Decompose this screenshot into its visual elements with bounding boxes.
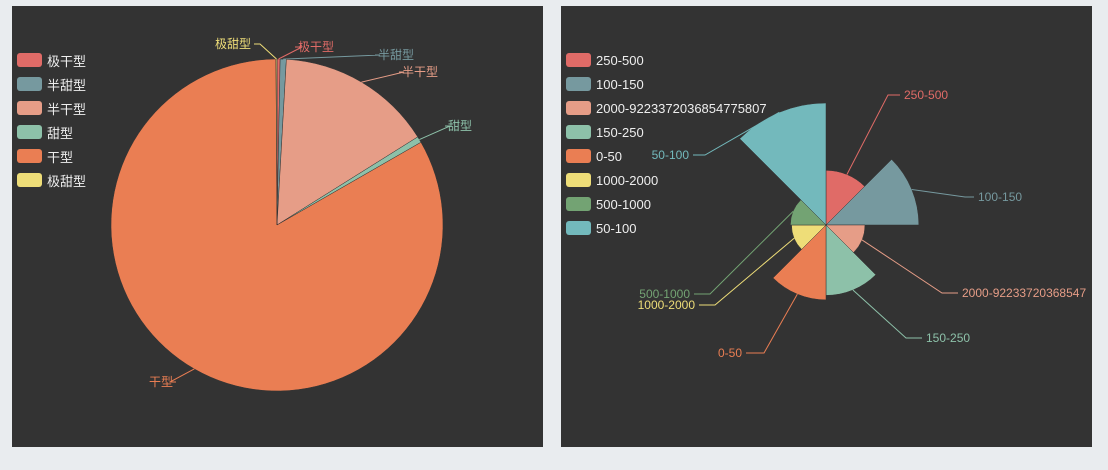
legend-item-left-2[interactable]: 半干型	[17, 96, 86, 120]
chart-panel-range: 250-500 100-150 2000-92233720368547 150-250…	[561, 6, 1092, 447]
legend-swatch	[566, 149, 591, 163]
slice-label-6: 500-1000	[639, 287, 690, 301]
legend-swatch	[566, 53, 591, 67]
label-line-2	[361, 71, 405, 83]
slice-label-5: 1000-2000	[638, 298, 696, 312]
rose-chart-range: 250-500 100-150 2000-92233720368547 150-250…	[638, 88, 1087, 360]
legend-label: 500-1000	[596, 196, 651, 212]
rose-slice-1[interactable]	[825, 159, 920, 226]
legend-item-right-2[interactable]: 2000-9223372036854775807	[566, 96, 767, 120]
slice-label-0: 极干型	[298, 40, 334, 54]
legend-item-right-3[interactable]: 150-250	[566, 120, 767, 144]
legend-swatch	[17, 77, 42, 91]
legend-item-right-5[interactable]: 1000-2000	[566, 168, 767, 192]
legend-label: 1000-2000	[596, 172, 659, 188]
legend-swatch	[566, 77, 591, 91]
legend-label: 极干型	[47, 53, 87, 69]
legend-label: 0-50	[596, 148, 623, 164]
pie-slice-2[interactable]	[276, 59, 419, 226]
slice-label-3: 甜型	[448, 119, 472, 133]
legend-item-right-6[interactable]: 500-1000	[566, 192, 767, 216]
rose-slice-4[interactable]	[772, 224, 827, 301]
legend-label: 50-100	[596, 220, 637, 236]
slice-label-2: 半干型	[402, 65, 438, 79]
legend-label: 150-250	[596, 124, 644, 140]
legend-item-left-0[interactable]: 极干型	[17, 48, 86, 72]
label-line-4	[169, 368, 195, 383]
legend: 250-500 100-150 2000-9223372036854775807 15…	[566, 48, 767, 240]
slice-label-0: 250-500	[904, 88, 948, 102]
legend-label: 半甜型	[47, 77, 87, 93]
legend-label: 极甜型	[47, 173, 87, 189]
legend-swatch	[566, 101, 591, 115]
legend-item-right-1[interactable]: 100-150	[566, 72, 767, 96]
chart-panel-wine-type: 极干型 半甜型 半干型 甜型 干型 极甜型 极干型 半甜型 半干型 甜型 干型 极甜型	[12, 6, 543, 447]
legend-item-left-5[interactable]: 极甜型	[17, 168, 86, 192]
legend-label: 甜型	[47, 125, 74, 141]
label-line-0	[846, 94, 900, 175]
label-line-1	[283, 54, 381, 60]
legend-label: 干型	[47, 149, 74, 165]
slice-label-3: 150-250	[926, 331, 970, 345]
slice-label-7: 50-100	[652, 148, 690, 162]
slice-label-5: 极甜型	[215, 37, 251, 51]
legend-swatch	[566, 173, 591, 187]
slice-label-4: 干型	[149, 375, 173, 389]
label-line-6	[694, 211, 794, 295]
label-line-3	[419, 125, 451, 141]
slice-label-1: 半甜型	[378, 48, 414, 62]
legend-swatch	[17, 101, 42, 115]
legend-item-left-1[interactable]: 半甜型	[17, 72, 86, 96]
label-line-2	[861, 239, 958, 294]
legend-swatch	[566, 197, 591, 211]
legend-item-right-0[interactable]: 250-500	[566, 48, 767, 72]
legend-swatch	[566, 221, 591, 235]
legend-label: 半干型	[47, 101, 87, 117]
label-line-1	[911, 188, 974, 198]
label-line-5	[254, 43, 277, 60]
label-line-4	[746, 293, 798, 354]
legend-label: 250-500	[596, 52, 644, 68]
label-line-0	[278, 46, 303, 60]
label-line-3	[852, 289, 922, 339]
legend-swatch	[17, 53, 42, 67]
legend-label: 2000-9223372036854775807	[596, 100, 767, 116]
legend-swatch	[17, 125, 42, 139]
slice-label-2: 2000-92233720368547	[962, 286, 1086, 300]
legend-swatch	[566, 125, 591, 139]
legend-item-left-4[interactable]: 干型	[17, 144, 86, 168]
label-line-7	[693, 111, 780, 156]
legend-swatch	[17, 149, 42, 163]
legend-item-right-7[interactable]: 50-100	[566, 216, 767, 240]
pie-slice-4[interactable]	[110, 58, 444, 392]
legend-label: 100-150	[596, 76, 644, 92]
legend-item-right-4[interactable]: 0-50	[566, 144, 767, 168]
legend-item-left-3[interactable]: 甜型	[17, 120, 86, 144]
label-line-5	[699, 237, 795, 306]
legend-swatch	[17, 173, 42, 187]
legend: 极干型半甜型半干型甜型干型极甜型	[17, 48, 86, 192]
slice-label-1: 100-150	[978, 190, 1022, 204]
slice-label-4: 0-50	[718, 346, 742, 360]
